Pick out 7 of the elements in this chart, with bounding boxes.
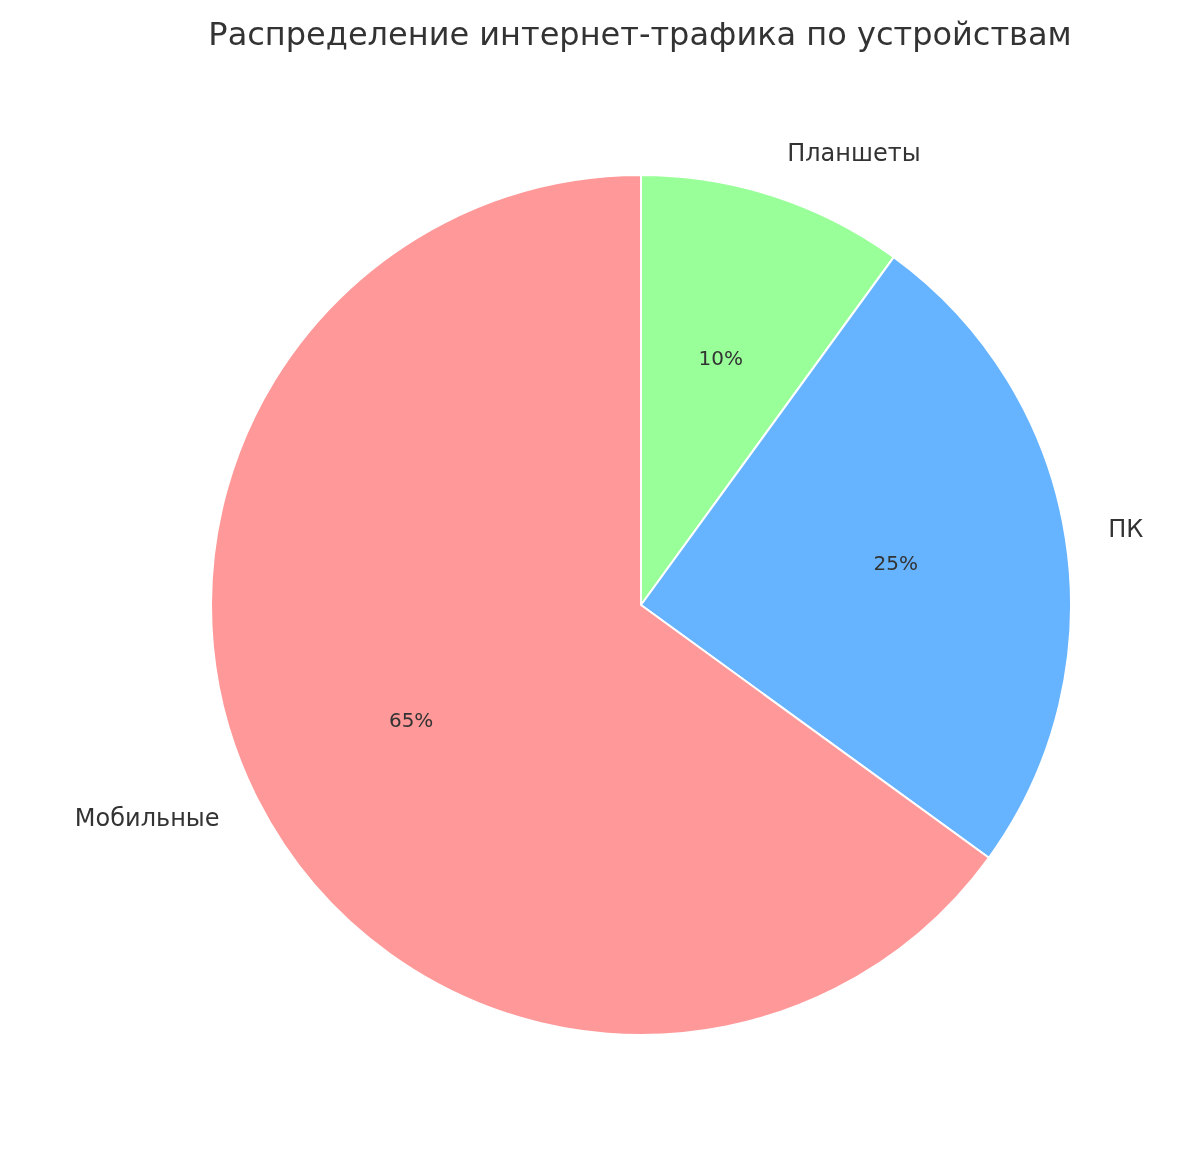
data-label: 25% <box>873 550 919 575</box>
data-label: 10% <box>698 345 743 370</box>
slice-label: Планшеты <box>787 139 921 168</box>
slice-label: Мобильные <box>74 803 220 832</box>
data-label: 65% <box>388 708 434 733</box>
chart-title: Распределение интернет-трафика по устройствам <box>208 15 1072 54</box>
slice-label: ПК <box>1108 515 1144 544</box>
